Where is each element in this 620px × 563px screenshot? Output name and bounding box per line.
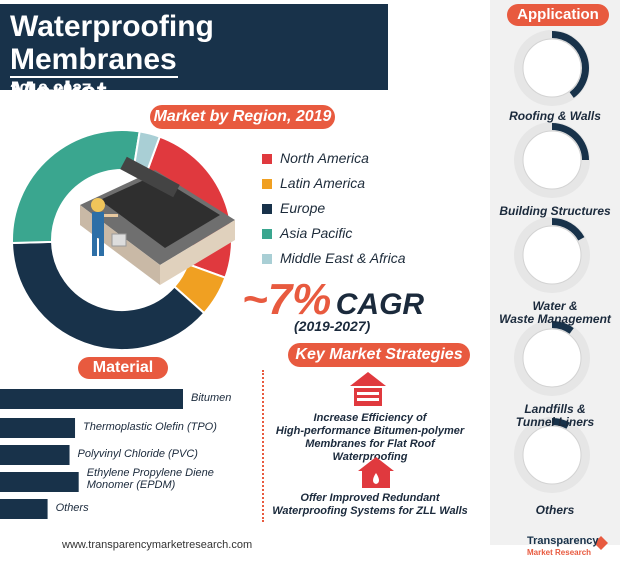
strategy-1: Increase Efficiency of High-performance …: [270, 412, 470, 464]
region-slice-asia-pacific: [11, 129, 141, 244]
strategy-2-line-2: Waterproofing Systems for ZLL Walls: [272, 505, 468, 517]
gauge-arc: [552, 218, 585, 241]
application-label: Others: [490, 504, 620, 517]
gauge-inner: [522, 328, 582, 388]
legend-item: Latin America: [262, 175, 365, 191]
application-label-line-1: Water &: [532, 299, 578, 313]
gauge-arc: [552, 123, 589, 160]
material-bar-label-line: Monomer (EPDM): [86, 479, 176, 491]
gauge-arc: [552, 31, 589, 98]
gauge-inner: [522, 425, 582, 485]
application-label: Building Structures: [490, 205, 620, 218]
application-gauges: [514, 30, 590, 493]
house-drop-icon: [358, 457, 394, 488]
legend-item: Europe: [262, 200, 325, 216]
roof-house-icon: [350, 372, 386, 406]
footer-logo: Transparency Market Research: [527, 536, 599, 558]
material-bar-label: Bitumen: [191, 392, 231, 404]
cagr-period: (2019-2027): [294, 318, 371, 334]
material-bar-label-line: Thermoplastic Olefin (TPO): [83, 421, 217, 433]
strategy-heading: Key Market Strategies: [288, 343, 470, 367]
legend-item: Middle East & Africa: [262, 250, 406, 266]
footer-url[interactable]: www.transparencymarketresearch.com: [62, 539, 253, 551]
strategy-1-line-3: Membranes for Flat Roof Waterproofing: [305, 438, 435, 463]
legend-label: Asia Pacific: [280, 225, 353, 241]
material-bar: [0, 499, 48, 519]
application-label: Landfills & Tunnel Liners: [490, 403, 620, 429]
strategy-1-line-2: High-performance Bitumen-polymer: [275, 425, 465, 437]
material-bar-label: Polyvinyl Chloride (PVC): [78, 448, 198, 460]
cagr-value: ~7% CAGR: [242, 275, 424, 325]
gauge-arc: [552, 418, 570, 429]
material-bar-chart: [0, 389, 183, 519]
legend-swatch: [262, 154, 272, 165]
cagr-tilde: ~: [242, 275, 268, 324]
gauge-inner: [522, 38, 582, 98]
application-heading: Application: [507, 4, 609, 26]
years-label: 2019-2027: [10, 80, 92, 99]
title-underline: [10, 76, 178, 78]
material-bar-label: Thermoplastic Olefin (TPO): [83, 421, 217, 433]
material-bar-label-line: Bitumen: [191, 392, 232, 404]
gauge-arc: [552, 321, 574, 334]
gauge-inner: [522, 130, 582, 190]
material-bar: [0, 389, 183, 409]
divider: [262, 370, 264, 522]
application-label-line-1: Building Structures: [499, 204, 611, 218]
footer-brand-1: Transparency: [527, 535, 599, 547]
page-title: Waterproofing Membranes Market: [10, 10, 388, 109]
strategy-2: Offer Improved Redundant Waterproofing S…: [270, 492, 470, 518]
material-bar: [0, 472, 79, 492]
material-bar-label: Others: [56, 502, 89, 514]
application-label-line-1: Landfills &: [524, 402, 586, 416]
application-label: Water & Waste Management: [490, 300, 620, 326]
legend-label: Europe: [280, 200, 326, 216]
title-banner: Waterproofing Membranes Market 2019-2027: [0, 4, 388, 109]
legend-label: North America: [280, 150, 369, 166]
roofing-worker-illustration: [80, 156, 235, 285]
material-bar: [0, 445, 70, 465]
material-bar-label: Ethylene Propylene Diene Monomer (EPDM): [87, 467, 214, 491]
legend-label: Latin America: [280, 175, 366, 191]
application-label-line-1: Others: [535, 503, 575, 517]
legend-item: North America: [262, 150, 369, 166]
title-line-1: Waterproofing Membranes: [10, 10, 214, 76]
legend-item: Asia Pacific: [262, 225, 352, 241]
material-heading: Material: [78, 357, 168, 379]
legend-label: Middle East & Africa: [280, 250, 406, 266]
cagr-label: CAGR: [335, 288, 425, 321]
legend-swatch: [262, 204, 272, 215]
region-slice-europe: [11, 240, 206, 351]
title-line-2: Market: [10, 76, 107, 109]
material-bar: [0, 418, 76, 438]
strategy-1-line-1: Increase Efficiency of: [313, 412, 427, 424]
region-heading: Market by Region, 2019: [150, 105, 335, 129]
legend-swatch: [262, 254, 272, 265]
footer-brand-2: Market Research: [527, 548, 592, 557]
material-bar-label-line: Others: [55, 502, 89, 514]
legend-swatch: [262, 229, 272, 240]
application-label-line-1: Roofing & Walls: [509, 109, 601, 123]
strategy-2-line-1: Offer Improved Redundant: [300, 492, 440, 504]
gauge-inner: [522, 225, 582, 285]
cagr-number: 7%: [267, 275, 332, 324]
legend-swatch: [262, 179, 272, 190]
material-bar-label-line: Ethylene Propylene Diene: [86, 467, 214, 479]
material-bar-label-line: Polyvinyl Chloride (PVC): [77, 448, 198, 460]
application-label-line-2: Tunnel Liners: [515, 415, 595, 429]
application-label: Roofing & Walls: [490, 110, 620, 123]
tmr-logo-icon: [594, 536, 608, 550]
application-label-line-2: Waste Management: [499, 312, 611, 326]
